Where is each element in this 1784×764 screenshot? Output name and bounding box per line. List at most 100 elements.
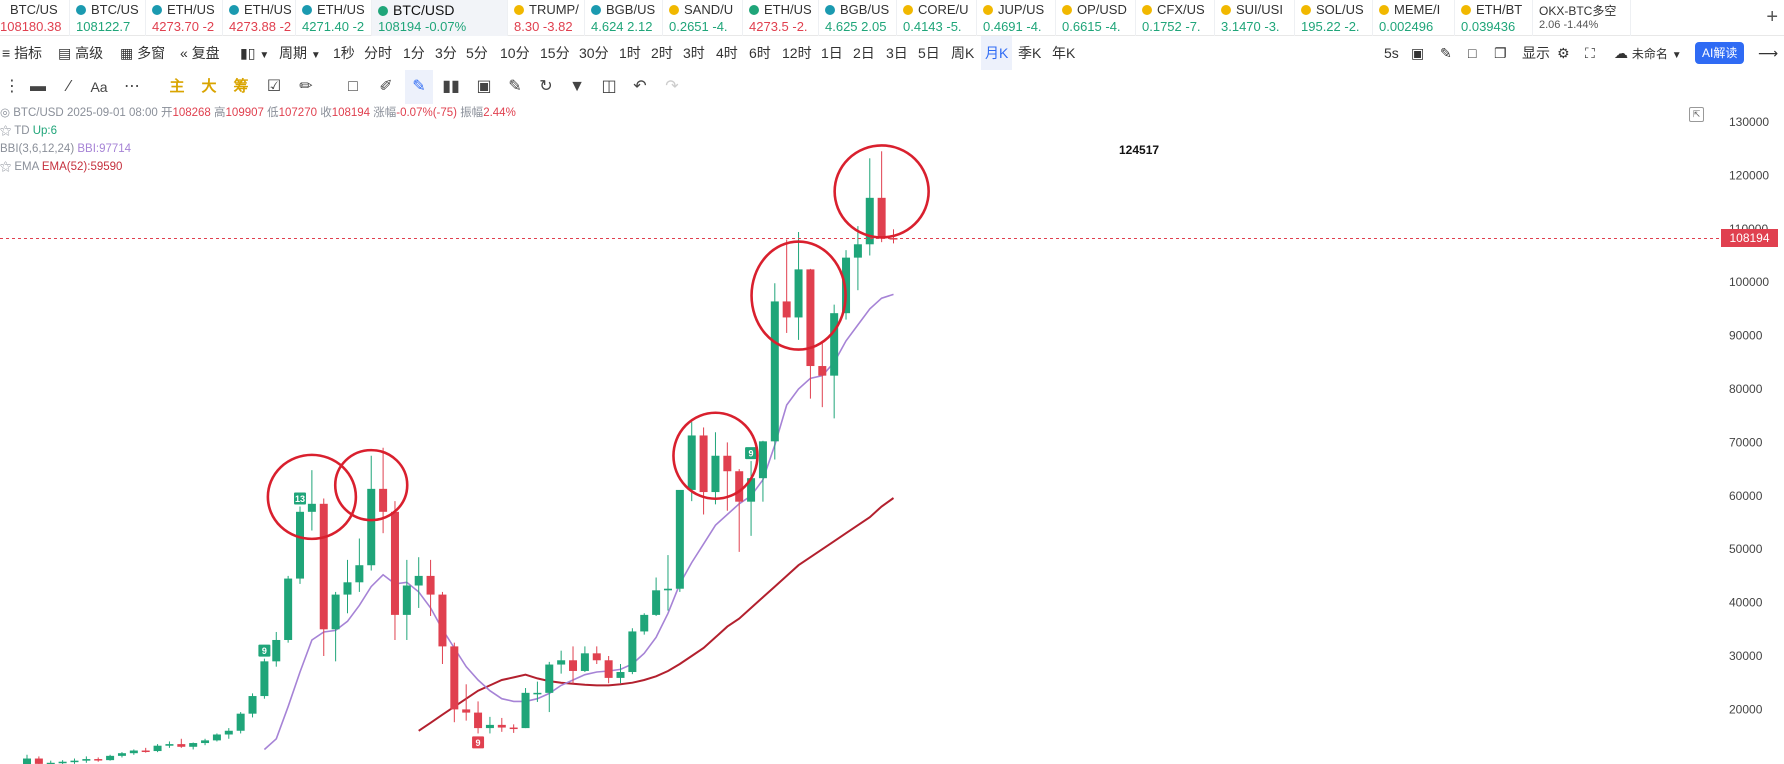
ticker-tab[interactable]: OP/USD 0.6615 -4. — [1056, 0, 1136, 36]
ticker-tab[interactable]: CFX/US 0.1752 -7. — [1136, 0, 1215, 36]
period-button[interactable]: 周期 ▼ — [279, 36, 321, 70]
ticker-tab[interactable]: MEME/I 0.002496 — [1373, 0, 1455, 36]
marker-icon[interactable]: ✐ — [379, 78, 393, 95]
indicator-button[interactable]: ≡ 指标 — [2, 45, 43, 61]
bars-icon[interactable]: ▮▮ — [442, 78, 460, 95]
ticker-tab[interactable]: BTC/US 108180.38 — [0, 0, 70, 36]
period-13[interactable]: 12时 — [782, 45, 812, 61]
magnet-icon[interactable]: ↻ — [539, 78, 553, 95]
share-icon[interactable]: ⟶ — [1758, 45, 1779, 61]
draw-line-icon[interactable]: ✎ — [405, 70, 433, 104]
period-18[interactable]: 周K — [951, 45, 975, 61]
ticker-tab[interactable]: BTC/USD 108194 -0.07% — [372, 0, 508, 36]
candle — [153, 744, 162, 753]
period-14[interactable]: 1日 — [821, 45, 843, 61]
period-0[interactable]: 1秒 — [333, 45, 355, 61]
ticker-price: 4.625 2.05 — [825, 19, 887, 34]
ai-interpret-button[interactable]: AI解读 — [1695, 42, 1745, 64]
ticker-tab[interactable]: BGB/US 4.625 2.05 — [819, 0, 897, 36]
trash-icon[interactable]: ◫ — [601, 78, 617, 95]
template-icon[interactable]: ☑ — [266, 78, 282, 95]
candle — [402, 559, 411, 640]
fullscreen-icon[interactable]: ⛶ — [1585, 45, 1595, 61]
period-6[interactable]: 15分 — [540, 45, 570, 61]
bell-icon[interactable]: ⚝ — [0, 125, 12, 137]
replay-button[interactable]: « 复盘 — [180, 45, 220, 61]
candle — [818, 342, 827, 408]
copy-icon[interactable]: ❐ — [1494, 45, 1507, 61]
big-indicator-button[interactable]: 大 — [201, 78, 217, 95]
candle — [450, 642, 459, 723]
ticker-tab[interactable]: ETH/US 4273.70 -2 — [146, 0, 223, 36]
text-tool[interactable]: Aa — [90, 79, 108, 95]
cursor-icon[interactable]: ⋮ — [4, 78, 20, 95]
add-tab-icon[interactable]: + — [1766, 6, 1778, 28]
ticker-price: 4271.40 -2 — [302, 19, 365, 34]
main-indicator-button[interactable]: 主 — [169, 78, 185, 95]
period-19[interactable]: 月K — [981, 36, 1013, 70]
ruler-icon[interactable]: ▬ — [30, 78, 46, 95]
crop-icon[interactable]: □ — [1468, 45, 1477, 61]
refresh-interval[interactable]: 5s — [1384, 45, 1399, 61]
undo-icon[interactable]: ↶ — [633, 78, 647, 95]
period-9[interactable]: 2时 — [651, 45, 673, 61]
change-label: 涨幅 — [373, 107, 397, 119]
period-8[interactable]: 1时 — [619, 45, 641, 61]
period-20[interactable]: 季K — [1018, 45, 1042, 61]
period-21[interactable]: 年K — [1052, 45, 1076, 61]
ticker-tab[interactable]: OKX-BTC多空 2.06 -1.44% — [1533, 0, 1631, 36]
ticker-tab[interactable]: TRUMP/8.30 -3.82 — [508, 0, 585, 36]
ticker-tab[interactable]: ETH/US 4273.88 -2 — [223, 0, 296, 36]
candlestick-chart[interactable]: 20000 30000 40000 50000 60000 70000 80000 90000… — [0, 100, 1784, 764]
camera-icon[interactable]: ▣ — [1411, 45, 1425, 61]
lock-icon[interactable]: ▣ — [476, 78, 492, 95]
ticker-tab[interactable]: ETH/US 4273.5 -2. — [743, 0, 819, 36]
chart-type-button[interactable]: ▮▯ ▼ — [240, 36, 269, 70]
candle-body — [723, 455, 732, 472]
ticker-tab[interactable]: SAND/U 0.2651 -4. — [663, 0, 743, 36]
note-icon[interactable]: ✎ — [508, 78, 522, 95]
brush-icon[interactable]: ✏ — [299, 78, 313, 95]
ticker-tab[interactable]: CORE/U 0.4143 -5. — [897, 0, 977, 36]
multi-window-button[interactable]: ▦ 多窗 — [120, 45, 166, 61]
period-7[interactable]: 30分 — [579, 45, 609, 61]
ticker-tab[interactable]: BGB/US 4.624 2.12 — [585, 0, 663, 36]
ticker-tab[interactable]: ETH/BT 0.039436 — [1455, 0, 1533, 36]
ticker-tab[interactable]: SUI/USI 3.1470 -3. — [1215, 0, 1295, 36]
period-17[interactable]: 5日 — [918, 45, 940, 61]
filter-icon[interactable]: ▼ — [569, 78, 585, 95]
settings-icon[interactable]: ⚙ — [1557, 45, 1570, 61]
chip-indicator-button[interactable]: 筹 — [233, 78, 249, 95]
trend-line-icon[interactable]: ∕ — [67, 78, 71, 95]
eye-icon[interactable]: ◎ — [0, 107, 11, 119]
ticker-price: 4273.70 -2 — [152, 19, 215, 34]
ticker-tab[interactable]: SOL/US 195.22 -2. — [1295, 0, 1373, 36]
period-11[interactable]: 4时 — [716, 45, 738, 61]
ticker-tab[interactable]: ETH/US 4271.40 -2 — [296, 0, 372, 36]
coin-icon — [1461, 5, 1471, 15]
expand-icon[interactable]: ⇱ — [1689, 107, 1704, 122]
candle — [794, 232, 803, 340]
period-10[interactable]: 3时 — [683, 45, 705, 61]
period-4[interactable]: 5分 — [466, 45, 488, 61]
ticker-tab[interactable]: JUP/US 0.4691 -4. — [977, 0, 1056, 36]
bookmark-icon[interactable]: □ — [348, 78, 358, 95]
period-16[interactable]: 3日 — [886, 45, 908, 61]
period-3[interactable]: 3分 — [435, 45, 457, 61]
period-15[interactable]: 2日 — [853, 45, 875, 61]
period-5[interactable]: 10分 — [500, 45, 530, 61]
ticker-name: ETH/US — [302, 2, 365, 17]
td-marker-label: 9 — [476, 738, 481, 748]
more-icon[interactable]: ⋯ — [124, 78, 140, 95]
advanced-button[interactable]: ▤ 高级 — [58, 45, 104, 61]
period-12[interactable]: 6时 — [749, 45, 771, 61]
pen-icon[interactable]: ✎ — [1440, 45, 1452, 61]
layout-name-button[interactable]: ☁ 未命名 ▼ — [1614, 36, 1682, 70]
period-2[interactable]: 1分 — [403, 45, 425, 61]
ticker-tab[interactable]: BTC/US 108122.7 — [70, 0, 146, 36]
bell-icon[interactable]: ⚝ — [0, 161, 12, 173]
period-1[interactable]: 分时 — [364, 45, 392, 61]
redo-icon[interactable]: ↷ — [665, 78, 679, 95]
main-toolbar: ≡ 指标 ▤ 高级 ▦ 多窗 « 复盘 ▮▯ ▼ 周期 ▼ 1秒 分时 1分 3分 5分… — [0, 36, 1784, 70]
display-button[interactable]: 显示 — [1522, 45, 1550, 61]
